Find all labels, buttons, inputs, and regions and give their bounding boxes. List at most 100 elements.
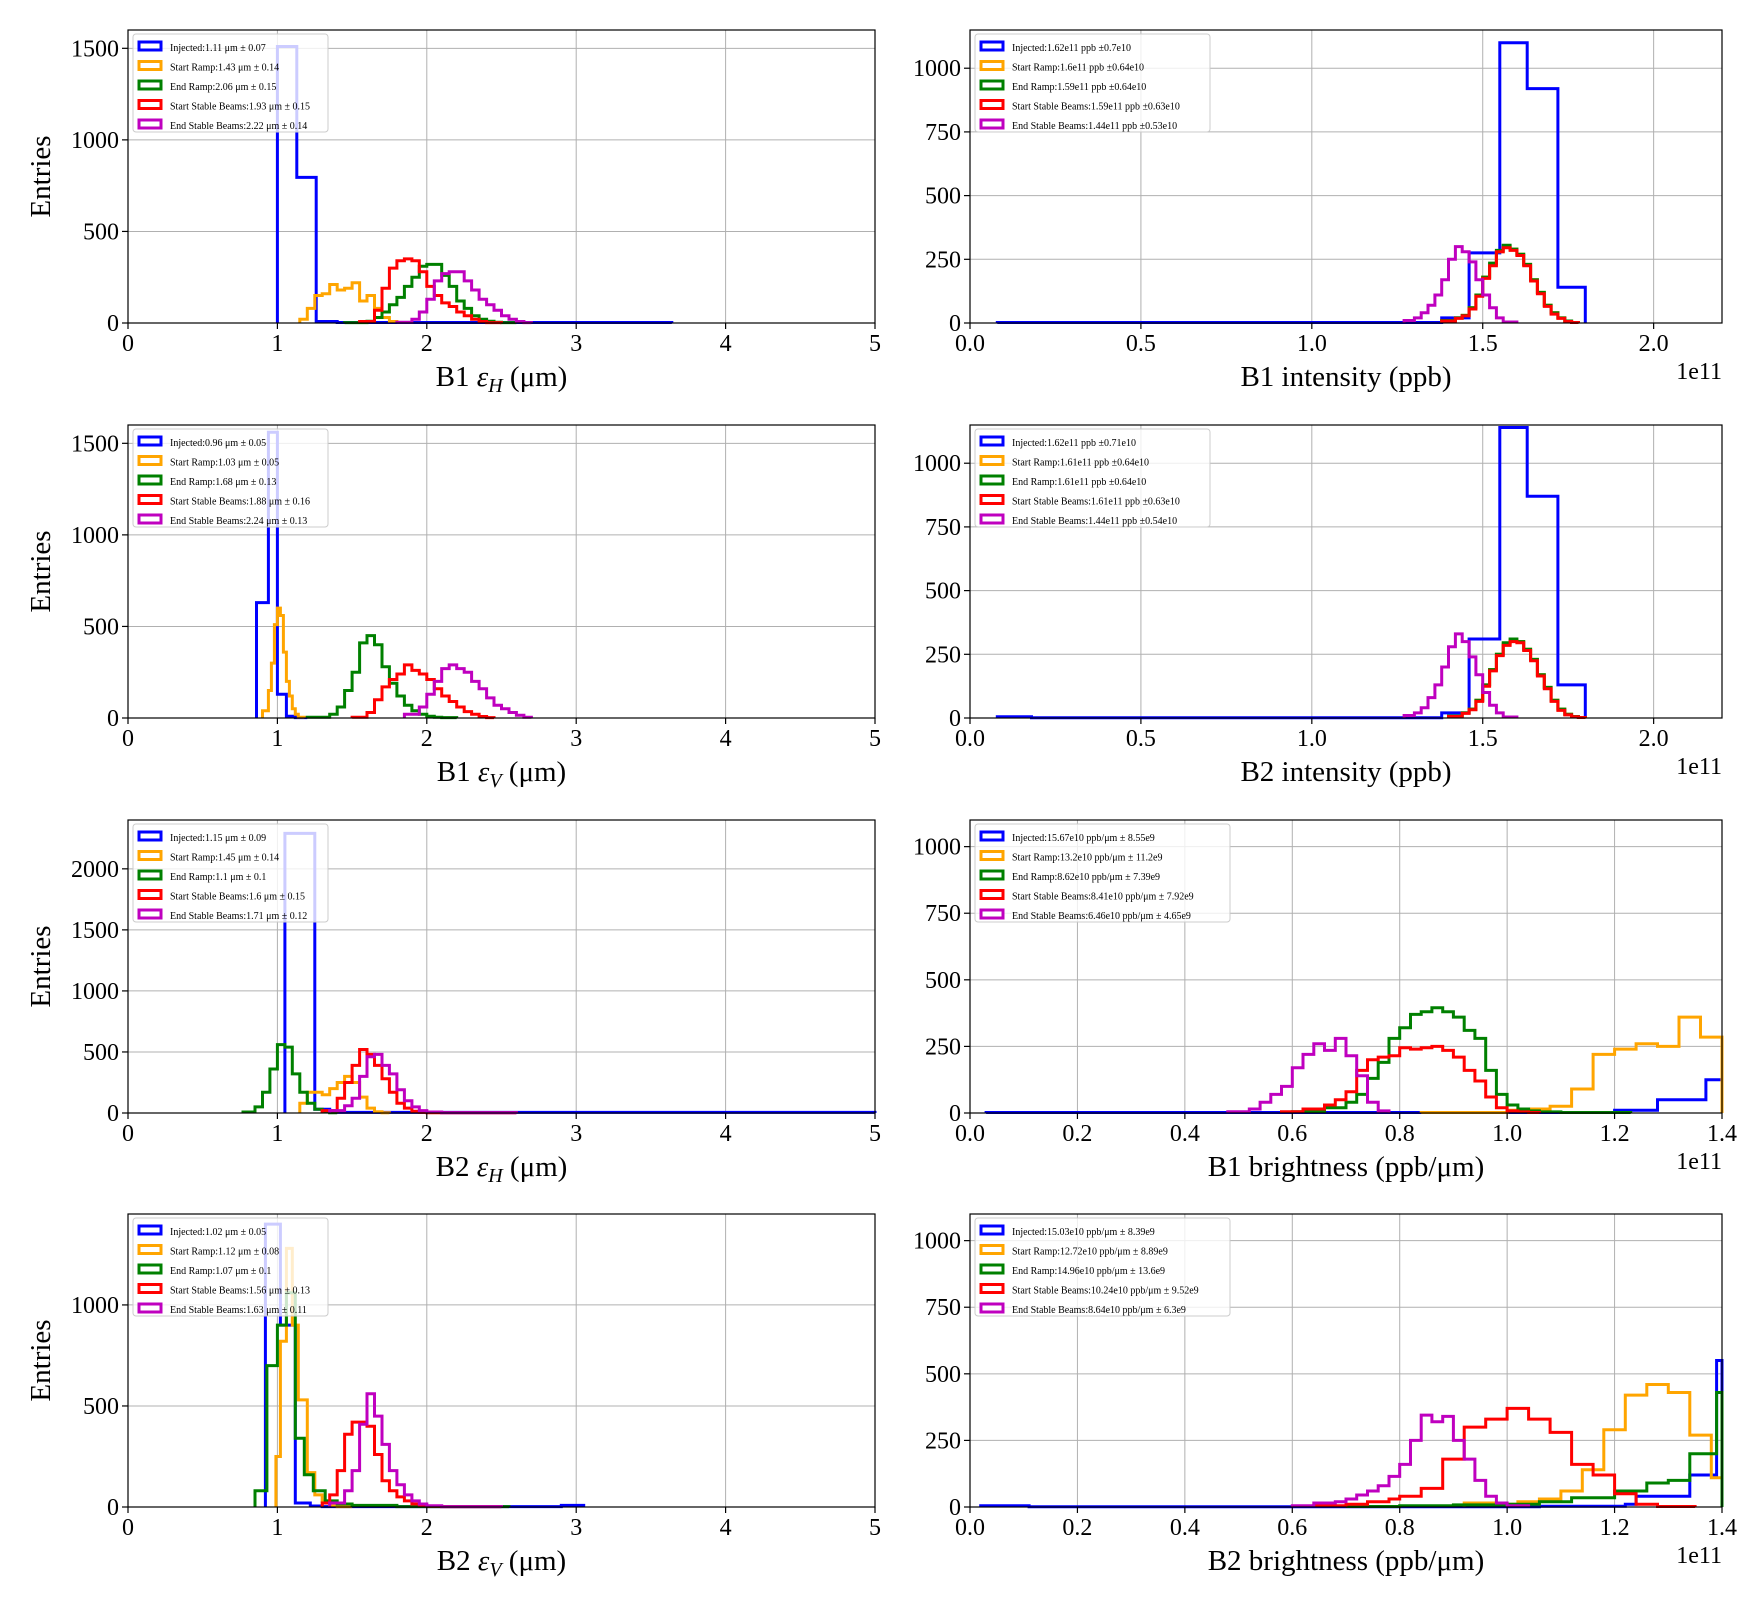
legend: Injected:15.03e10 ppb/μm ± 8.39e9 Start R… (974, 1217, 1231, 1317)
legend: Injected:1.11 μm ± 0.07 Start Ramp:1.43 μ… (132, 33, 329, 133)
legend-item-end-stable-beams: End Stable Beams:6.46e10 ppb/μm ± 4.65e9 (979, 908, 1191, 922)
x-tick-label: 0.4 (1170, 1121, 1200, 1147)
y-tick-label: 500 (925, 1362, 961, 1388)
legend: Injected:1.62e11 ppb ±0.71e10 Start Ramp:… (974, 428, 1211, 528)
x-tick-label: 1.2 (1600, 1121, 1630, 1147)
histogram-series-end-stable-beams (328, 1392, 503, 1509)
legend-swatch (979, 1302, 1005, 1314)
legend-label: Start Ramp:1.61e11 ppb ±0.64e10 (1012, 458, 1149, 469)
y-axis-label: Entries (25, 1319, 57, 1401)
legend-item-injected: Injected:1.62e11 ppb ±0.71e10 (979, 435, 1136, 449)
y-tick-label: 500 (83, 1040, 119, 1066)
histogram-series-start-ramp (1462, 1383, 1724, 1507)
axes-frame (127, 29, 876, 324)
legend-label: End Ramp:8.62e10 ppb/μm ± 7.39e9 (1012, 872, 1160, 883)
legend-swatch (979, 474, 1005, 486)
x-axis-label: B2 εH (μm) (436, 1151, 568, 1187)
y-tick-label: 0 (949, 706, 961, 732)
x-tick-label: 1.0 (1492, 1515, 1522, 1541)
y-tick-label: 1500 (71, 431, 119, 457)
x-tick-label: 3 (570, 1121, 582, 1147)
legend-swatch (979, 118, 1005, 130)
histogram-series-injected (275, 45, 674, 324)
x-tick-label: 0.6 (1277, 1515, 1307, 1541)
x-tick-label: 1 (271, 726, 283, 752)
x-tick-label: 0 (122, 1515, 134, 1541)
legend-swatch (979, 494, 1005, 505)
legend-label: Start Stable Beams:1.88 μm ± 0.16 (170, 497, 310, 508)
legend-item-start-ramp: Start Ramp:1.43 μm ± 0.14 (137, 60, 279, 74)
histogram-series-end-stable-beams (1402, 632, 1519, 719)
legend-label: End Ramp:1.68 μm ± 0.13 (170, 477, 276, 488)
x-tick-label: 1.0 (1297, 726, 1327, 752)
legend-item-end-stable-beams: End Stable Beams:1.44e11 ppb ±0.53e10 (979, 118, 1177, 132)
histogram-series-end-stable-beams (1402, 245, 1519, 324)
histogram-series-injected (995, 426, 1587, 720)
legend-label: Start Stable Beams:1.56 μm ± 0.13 (170, 1286, 310, 1297)
legend-swatch (979, 889, 1005, 900)
x-tick-label: 0.5 (1126, 331, 1156, 357)
subplot-b1-h-m: 0 1 2 3 4 5 0 500 1000 1500 B1 εH (μm) Entries Injec… (25, 29, 881, 397)
legend-swatch (137, 474, 163, 486)
legend-item-end-ramp: End Ramp:1.07 μm ± 0.1 (137, 1263, 271, 1277)
x-tick-label: 4 (720, 726, 732, 752)
x-axis-offset-label: 1e11 (1676, 1149, 1722, 1175)
y-tick-label: 250 (925, 1034, 961, 1060)
y-tick-label: 250 (925, 642, 961, 668)
legend-label: End Stable Beams:2.24 μm ± 0.13 (170, 516, 307, 527)
y-tick-label: 1000 (913, 835, 961, 861)
legend-label: Start Stable Beams:1.59e11 ppb ±0.63e10 (1012, 102, 1180, 113)
x-tick-label: 1.0 (1297, 331, 1327, 357)
subplot-b1-intensity-ppb: 0.0 0.5 1.0 1.5 2.0 0 250 500 750 1000 B1 intensit… (913, 29, 1723, 393)
x-axis-offset-label: 1e11 (1676, 754, 1722, 780)
legend-item-injected: Injected:15.03e10 ppb/μm ± 8.39e9 (979, 1224, 1155, 1238)
x-tick-label: 1.5 (1468, 726, 1498, 752)
histogram-series-end-ramp (1344, 1391, 1724, 1508)
legend-swatch (137, 435, 163, 447)
legend-item-end-ramp: End Ramp:14.96e10 ppb/μm ± 13.6e9 (979, 1263, 1165, 1277)
x-axis-label: B2 brightness (ppb/μm) (1208, 1545, 1485, 1577)
legend-swatch (979, 40, 1005, 52)
x-tick-label: 3 (570, 726, 582, 752)
legend-item-start-stable-beams: Start Stable Beams:10.24e10 ppb/μm ± 9.5… (979, 1283, 1199, 1297)
legend-label: End Ramp:1.1 μm ± 0.1 (170, 872, 266, 883)
legend-swatch (979, 1224, 1005, 1236)
histogram-series-start-stable-beams (1280, 1044, 1541, 1114)
legend-label: Injected:15.67e10 ppb/μm ± 8.55e9 (1012, 833, 1155, 844)
x-tick-label: 5 (869, 331, 881, 357)
axes-frame (969, 1213, 1723, 1508)
x-tick-label: 1 (271, 1515, 283, 1541)
y-tick-label: 1000 (71, 979, 119, 1005)
legend-label: Start Stable Beams:10.24e10 ppb/μm ± 9.5… (1012, 1286, 1199, 1297)
legend-swatch (137, 1302, 163, 1314)
legend-label: End Ramp:1.07 μm ± 0.1 (170, 1266, 271, 1277)
legend-label: End Stable Beams:8.64e10 ppb/μm ± 6.3e9 (1012, 1305, 1186, 1316)
histogram-series-end-stable-beams (1226, 1036, 1391, 1114)
legend-box (132, 33, 329, 133)
legend-label: Start Ramp:12.72e10 ppb/μm ± 8.89e9 (1012, 1247, 1168, 1258)
x-tick-label: 3 (570, 331, 582, 357)
histogram-series-end-ramp (253, 1291, 511, 1509)
x-axis-offset-label: 1e11 (1676, 1543, 1722, 1569)
legend-item-start-stable-beams: Start Stable Beams:1.6 μm ± 0.15 (137, 889, 305, 903)
legend-swatch (137, 513, 163, 525)
legend-swatch (979, 435, 1005, 447)
legend-swatch (979, 1283, 1005, 1294)
x-tick-label: 0.0 (955, 331, 985, 357)
y-tick-label: 1000 (913, 1229, 961, 1255)
histogram-series-end-stable-beams (395, 270, 533, 325)
x-tick-label: 2.0 (1639, 726, 1669, 752)
axes-frame (127, 424, 876, 719)
legend-item-start-stable-beams: Start Stable Beams:8.41e10 ppb/μm ± 7.92… (979, 889, 1194, 903)
y-tick-label: 250 (925, 1428, 961, 1454)
legend-item-end-stable-beams: End Stable Beams:8.64e10 ppb/μm ± 6.3e9 (979, 1302, 1186, 1316)
histogram-series-start-stable-beams (350, 663, 496, 720)
legend-swatch (137, 99, 163, 110)
x-tick-label: 1.0 (1492, 1121, 1522, 1147)
axes-frame (969, 29, 1723, 324)
y-tick-label: 500 (925, 968, 961, 994)
histogram-series-end-stable-beams (1290, 1413, 1531, 1508)
legend-item-end-ramp: End Ramp:1.1 μm ± 0.1 (137, 869, 266, 883)
x-tick-label: 0.6 (1277, 1121, 1307, 1147)
